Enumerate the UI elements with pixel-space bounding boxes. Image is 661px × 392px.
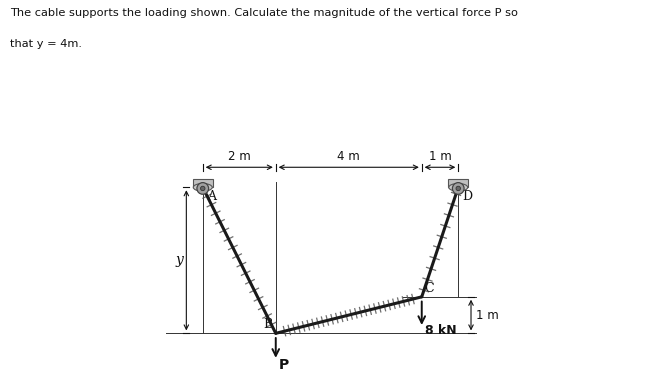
Text: 8 kN: 8 kN (424, 324, 456, 337)
Text: 4 m: 4 m (337, 150, 360, 163)
Ellipse shape (449, 183, 468, 191)
Circle shape (452, 183, 464, 194)
Circle shape (197, 183, 209, 194)
Text: 1 m: 1 m (428, 150, 451, 163)
Text: A: A (207, 190, 216, 203)
Text: The cable supports the loading shown. Calculate the magnitude of the vertical fo: The cable supports the loading shown. Ca… (10, 8, 518, 18)
Polygon shape (193, 179, 213, 187)
Text: D: D (463, 190, 473, 203)
Circle shape (456, 186, 461, 191)
Text: C: C (424, 282, 434, 295)
Text: y: y (176, 253, 184, 267)
Text: B: B (264, 318, 273, 331)
Text: 1 m: 1 m (477, 309, 499, 321)
Text: 2 m: 2 m (228, 150, 251, 163)
Polygon shape (448, 179, 468, 187)
Ellipse shape (193, 183, 212, 191)
Circle shape (200, 186, 205, 191)
Text: P: P (279, 358, 289, 372)
Text: that y = 4m.: that y = 4m. (10, 39, 82, 49)
